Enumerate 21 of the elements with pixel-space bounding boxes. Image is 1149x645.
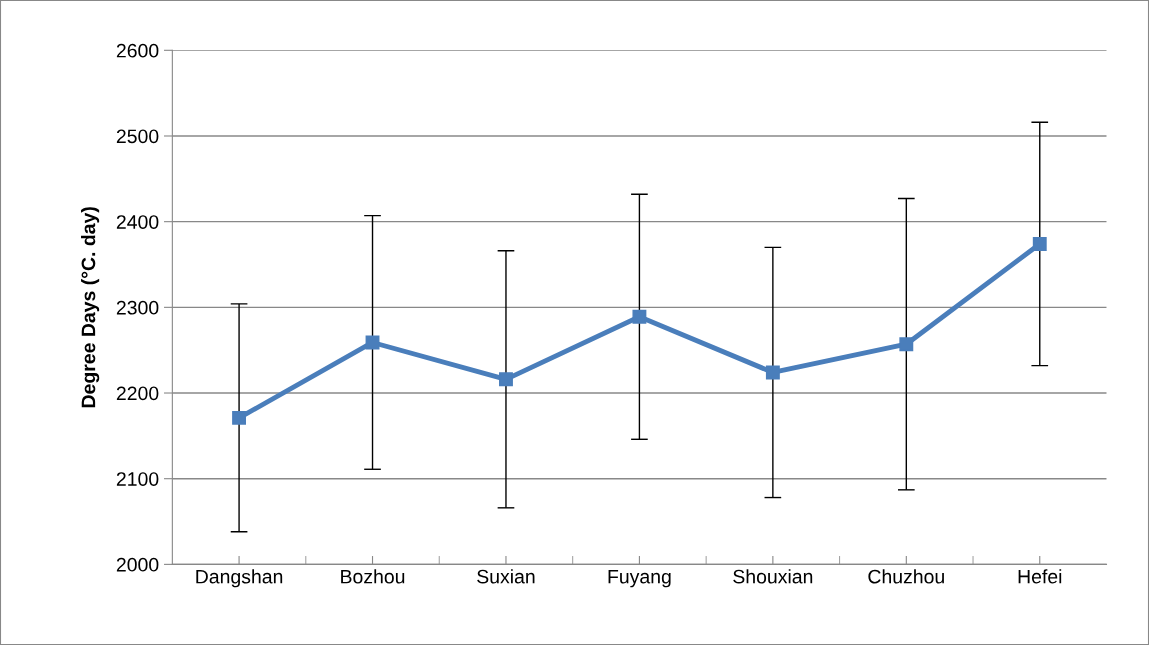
point	[632, 309, 647, 324]
x-tick-label: Shouxian	[733, 569, 813, 584]
x-tick-label: Hefei	[1018, 569, 1062, 584]
x-tick-label: Bozhou	[341, 569, 405, 584]
point	[899, 337, 914, 352]
y-tick-label: 2600	[116, 43, 159, 58]
y-tick-label: 2300	[116, 300, 159, 315]
point	[499, 372, 513, 387]
point	[765, 365, 780, 380]
y-tick-label: 2000	[116, 557, 159, 572]
point	[232, 410, 247, 425]
x-tick-label: Dangshan	[196, 569, 283, 588]
y-tick-label: 2100	[116, 472, 159, 486]
x-tick-label: Fuyang	[608, 569, 671, 588]
y-tick-label: 2200	[116, 386, 159, 401]
y-tick-label: 2500	[116, 129, 159, 144]
x-tick-label: Suxian	[477, 569, 535, 584]
y-tick-label: 2400	[116, 215, 159, 229]
x-tick-label: Chuzhou	[868, 569, 944, 584]
y-axis-title: Degree Days (°C. day)	[81, 207, 100, 408]
point	[1032, 236, 1047, 251]
